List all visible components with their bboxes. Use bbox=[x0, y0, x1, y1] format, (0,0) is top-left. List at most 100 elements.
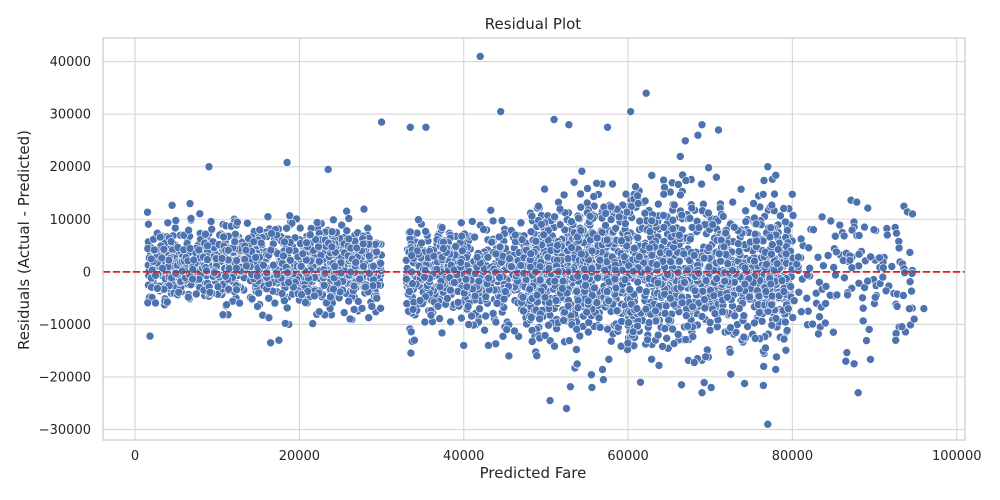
scatter-point bbox=[337, 220, 347, 230]
scatter-point bbox=[151, 298, 160, 308]
scatter-point bbox=[697, 120, 707, 129]
scatter-point bbox=[771, 314, 781, 323]
scatter-point bbox=[531, 236, 541, 246]
scatter-point bbox=[264, 313, 274, 323]
scatter-point bbox=[479, 225, 488, 234]
scatter-point bbox=[320, 268, 330, 278]
scatter-point bbox=[222, 300, 231, 310]
scatter-point bbox=[496, 107, 506, 116]
scatter-point bbox=[364, 251, 374, 261]
scatter-point bbox=[866, 252, 875, 262]
scatter-point bbox=[668, 215, 678, 225]
scatter-point bbox=[730, 311, 740, 321]
scatter-point bbox=[583, 296, 593, 306]
scatter-point bbox=[854, 231, 864, 240]
scatter-point bbox=[683, 265, 693, 275]
scatter-point bbox=[762, 259, 771, 269]
scatter-point bbox=[647, 251, 657, 260]
scatter-point bbox=[314, 307, 324, 317]
scatter-point bbox=[767, 250, 776, 259]
scatter-point bbox=[577, 166, 587, 176]
scatter-point bbox=[284, 278, 293, 287]
scatter-point bbox=[740, 279, 750, 289]
scatter-point bbox=[363, 223, 373, 233]
scatter-point bbox=[619, 252, 629, 262]
scatter-point bbox=[420, 317, 430, 327]
scatter-point bbox=[845, 255, 855, 265]
scatter-point bbox=[675, 152, 685, 161]
scatter-point bbox=[456, 258, 466, 267]
scatter-point bbox=[355, 274, 365, 284]
scatter-point bbox=[840, 273, 849, 283]
scatter-point bbox=[555, 204, 565, 214]
scatter-point bbox=[159, 245, 169, 254]
scatter-point bbox=[720, 276, 730, 286]
scatter-point bbox=[802, 293, 812, 303]
scatter-point bbox=[435, 282, 445, 292]
x-tick-label: 0 bbox=[131, 449, 139, 464]
scatter-point bbox=[600, 265, 610, 275]
scatter-point bbox=[750, 318, 759, 328]
scatter-point bbox=[405, 123, 415, 132]
scatter-point bbox=[410, 335, 419, 345]
scatter-point bbox=[661, 301, 671, 311]
scatter-point bbox=[282, 303, 292, 313]
scatter-point bbox=[149, 245, 159, 255]
y-tick-label: 30000 bbox=[50, 108, 91, 123]
scatter-point bbox=[352, 243, 362, 253]
scatter-point bbox=[617, 317, 626, 326]
scatter-point bbox=[517, 235, 527, 244]
scatter-point bbox=[221, 271, 230, 281]
scatter-point bbox=[757, 316, 767, 326]
scatter-point bbox=[329, 284, 338, 294]
scatter-point bbox=[674, 256, 684, 266]
scatter-point bbox=[296, 261, 306, 271]
scatter-point bbox=[342, 226, 352, 235]
scatter-point bbox=[527, 211, 537, 221]
scatter-point bbox=[694, 268, 704, 278]
scatter-point bbox=[287, 218, 297, 228]
scatter-point bbox=[905, 304, 914, 314]
scatter-point bbox=[433, 301, 443, 311]
scatter-point bbox=[636, 377, 645, 387]
scatter-point bbox=[534, 201, 543, 211]
scatter-point bbox=[718, 307, 727, 317]
y-tick-label: 0 bbox=[83, 265, 91, 280]
scatter-point bbox=[576, 189, 585, 199]
scatter-point bbox=[492, 299, 502, 308]
scatter-point bbox=[217, 254, 227, 263]
scatter-point bbox=[794, 287, 804, 297]
scatter-point bbox=[526, 249, 536, 258]
scatter-point bbox=[235, 298, 244, 308]
scatter-point bbox=[143, 298, 153, 308]
scatter-point bbox=[566, 382, 575, 392]
scatter-point bbox=[858, 303, 868, 313]
scatter-point bbox=[451, 242, 461, 251]
scatter-point bbox=[781, 217, 790, 227]
scatter-point bbox=[572, 345, 581, 354]
scatter-point bbox=[897, 322, 907, 332]
scatter-point bbox=[527, 337, 537, 346]
scatter-point bbox=[377, 117, 386, 127]
scatter-point bbox=[189, 255, 199, 265]
scatter-point bbox=[699, 378, 709, 387]
scatter-point bbox=[572, 287, 582, 296]
scatter-point bbox=[539, 230, 549, 240]
scatter-point bbox=[526, 313, 536, 322]
scatter-point bbox=[232, 263, 241, 273]
scatter-point bbox=[832, 247, 841, 257]
scatter-point bbox=[406, 327, 416, 337]
scatter-point bbox=[701, 352, 711, 362]
scatter-point bbox=[723, 259, 733, 269]
scatter-point bbox=[622, 207, 632, 217]
scatter-point bbox=[736, 184, 746, 194]
scatter-point bbox=[905, 277, 915, 287]
scatter-point bbox=[664, 248, 674, 258]
scatter-point bbox=[185, 244, 195, 253]
scatter-point bbox=[219, 232, 228, 242]
scatter-point bbox=[882, 230, 892, 240]
scatter-point bbox=[633, 277, 643, 287]
scatter-point bbox=[577, 249, 586, 259]
scatter-point bbox=[659, 223, 669, 232]
scatter-point bbox=[835, 220, 845, 230]
